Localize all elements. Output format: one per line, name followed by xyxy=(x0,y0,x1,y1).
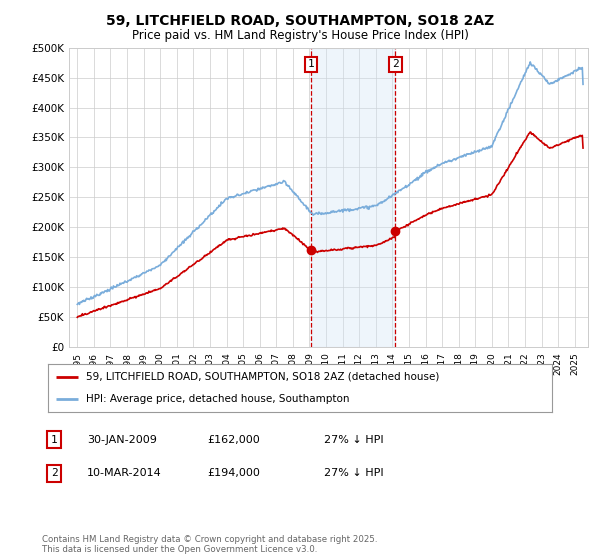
Bar xyxy=(311,48,395,347)
Text: 30-JAN-2009: 30-JAN-2009 xyxy=(87,435,157,445)
Text: £162,000: £162,000 xyxy=(207,435,260,445)
Text: 27% ↓ HPI: 27% ↓ HPI xyxy=(324,468,383,478)
Text: 1: 1 xyxy=(50,435,58,445)
Text: 10-MAR-2014: 10-MAR-2014 xyxy=(87,468,162,478)
Text: 1: 1 xyxy=(307,59,314,69)
Text: 27% ↓ HPI: 27% ↓ HPI xyxy=(324,435,383,445)
Text: 59, LITCHFIELD ROAD, SOUTHAMPTON, SO18 2AZ (detached house): 59, LITCHFIELD ROAD, SOUTHAMPTON, SO18 2… xyxy=(86,372,439,382)
Text: Contains HM Land Registry data © Crown copyright and database right 2025.
This d: Contains HM Land Registry data © Crown c… xyxy=(42,535,377,554)
Text: Price paid vs. HM Land Registry's House Price Index (HPI): Price paid vs. HM Land Registry's House … xyxy=(131,29,469,42)
Text: 2: 2 xyxy=(50,468,58,478)
Text: 2: 2 xyxy=(392,59,399,69)
Text: HPI: Average price, detached house, Southampton: HPI: Average price, detached house, Sout… xyxy=(86,394,349,404)
Text: 59, LITCHFIELD ROAD, SOUTHAMPTON, SO18 2AZ: 59, LITCHFIELD ROAD, SOUTHAMPTON, SO18 2… xyxy=(106,14,494,28)
Text: £194,000: £194,000 xyxy=(207,468,260,478)
